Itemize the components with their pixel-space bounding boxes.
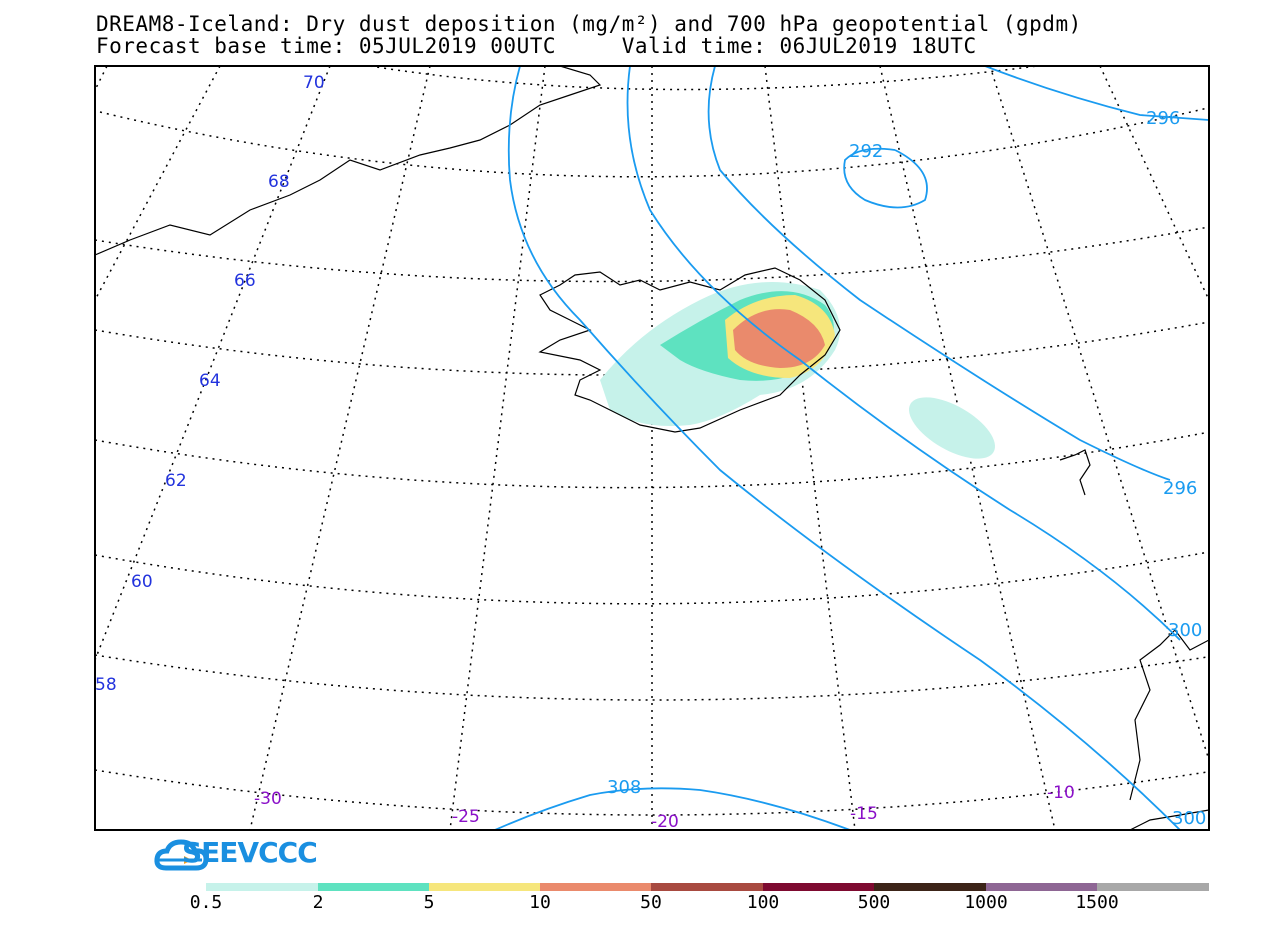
colorbar-label: 0.5 <box>189 892 223 913</box>
lon-label: -25 <box>452 807 480 827</box>
lat-label: 70 <box>303 73 325 93</box>
coastlines <box>95 66 1209 830</box>
colorbar-segment <box>540 883 651 891</box>
contour-label: 300 <box>1168 620 1202 641</box>
lat-label: 58 <box>95 675 117 695</box>
scotland-coast <box>1129 809 1209 830</box>
colorbar-segment <box>318 883 429 891</box>
colorbar-label: 1000 <box>964 892 1008 913</box>
contour-labels: 292 296 296 300 308 300 <box>607 108 1206 829</box>
contour-south <box>494 787 851 830</box>
contour-northeast <box>984 66 1209 121</box>
colorbar-label: 1500 <box>1075 892 1119 913</box>
contour-middle <box>626 66 1181 641</box>
iceland-coast <box>538 267 841 433</box>
colorbar-segment <box>651 883 763 891</box>
lat-label: 62 <box>165 471 187 491</box>
lat-label: 64 <box>199 371 221 391</box>
dust-shade-0p5-east <box>909 397 995 459</box>
contour-label: 296 <box>1163 478 1197 499</box>
contour-west <box>507 66 1181 830</box>
lon-label: -20 <box>651 812 679 832</box>
faroe-islands <box>1059 449 1091 496</box>
colorbar-segment <box>1097 883 1209 891</box>
colorbar-label: 2 <box>312 892 324 913</box>
lat-label: 66 <box>234 271 256 291</box>
colorbar-label: 100 <box>746 892 780 913</box>
norway-coast <box>1129 629 1209 801</box>
greenland-coast <box>95 66 602 256</box>
geopotential-contours <box>494 66 1209 830</box>
longitude-labels: -30 -25 -20 -15 -10 <box>254 783 1075 832</box>
map-title: DREAM8-Iceland: Dry dust deposition (mg/… <box>96 12 1082 36</box>
contour-label: 308 <box>607 777 641 798</box>
colorbar-label: 50 <box>640 892 662 913</box>
contour-label: 292 <box>849 141 883 162</box>
colorbar-segment <box>429 883 540 891</box>
colorbar-label: 10 <box>529 892 551 913</box>
contour-292-loop <box>843 147 928 209</box>
lon-label: -15 <box>850 804 878 824</box>
colorbar-segment <box>206 883 318 891</box>
seevccc-logo <box>154 839 209 871</box>
colorbar-segment <box>986 883 1097 891</box>
latitude-gridlines <box>95 66 1209 816</box>
dust-shade-10 <box>733 309 825 368</box>
colorbar-label: 500 <box>857 892 891 913</box>
colorbar-segment <box>763 883 874 891</box>
lon-label: -30 <box>254 789 282 809</box>
map-frame <box>94 65 1210 831</box>
contour-label: 300 <box>1172 808 1206 829</box>
longitude-gridlines <box>95 66 1209 830</box>
cloud-icon <box>154 839 209 871</box>
lon-label: -10 <box>1047 783 1075 803</box>
colorbar-segment <box>874 883 986 891</box>
lat-label: 60 <box>131 572 153 592</box>
contour-label: 296 <box>1146 108 1180 129</box>
lat-label: 68 <box>268 172 290 192</box>
colorbar-label: 5 <box>423 892 435 913</box>
contour-east <box>707 66 1171 481</box>
dust-deposition-field <box>600 282 995 459</box>
map-subtitle: Forecast base time: 05JUL2019 00UTC Vali… <box>96 34 977 58</box>
logo-text: SEEVCCC <box>182 836 318 869</box>
latitude-labels: 70 68 66 64 62 60 58 <box>95 73 325 695</box>
